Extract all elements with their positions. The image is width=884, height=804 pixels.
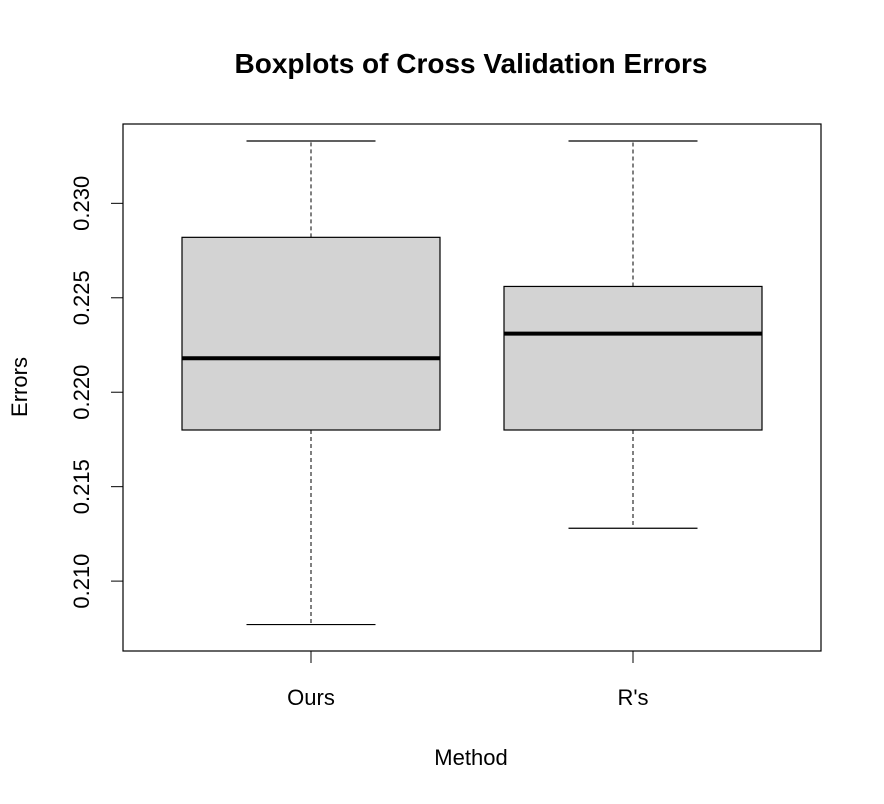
- x-axis: Ours R's: [287, 651, 649, 710]
- y-tick-label: 0.230: [69, 176, 94, 231]
- boxplot-r-s: [503, 140, 763, 529]
- iqr-box: [181, 236, 441, 431]
- y-axis: 0.210 0.215 0.220 0.225 0.230: [69, 176, 124, 609]
- x-tick-label: R's: [617, 685, 648, 710]
- boxplot-ours: [181, 140, 441, 626]
- x-axis-label: Method: [434, 745, 507, 770]
- iqr-box: [503, 285, 763, 431]
- y-tick-label: 0.225: [69, 270, 94, 325]
- y-tick-label: 0.215: [69, 459, 94, 514]
- y-axis-label: Errors: [7, 357, 32, 417]
- chart-title: Boxplots of Cross Validation Errors: [235, 48, 708, 79]
- y-tick-label: 0.210: [69, 554, 94, 609]
- plot-area: [181, 140, 763, 626]
- x-tick-label: Ours: [287, 685, 335, 710]
- y-tick-label: 0.220: [69, 365, 94, 420]
